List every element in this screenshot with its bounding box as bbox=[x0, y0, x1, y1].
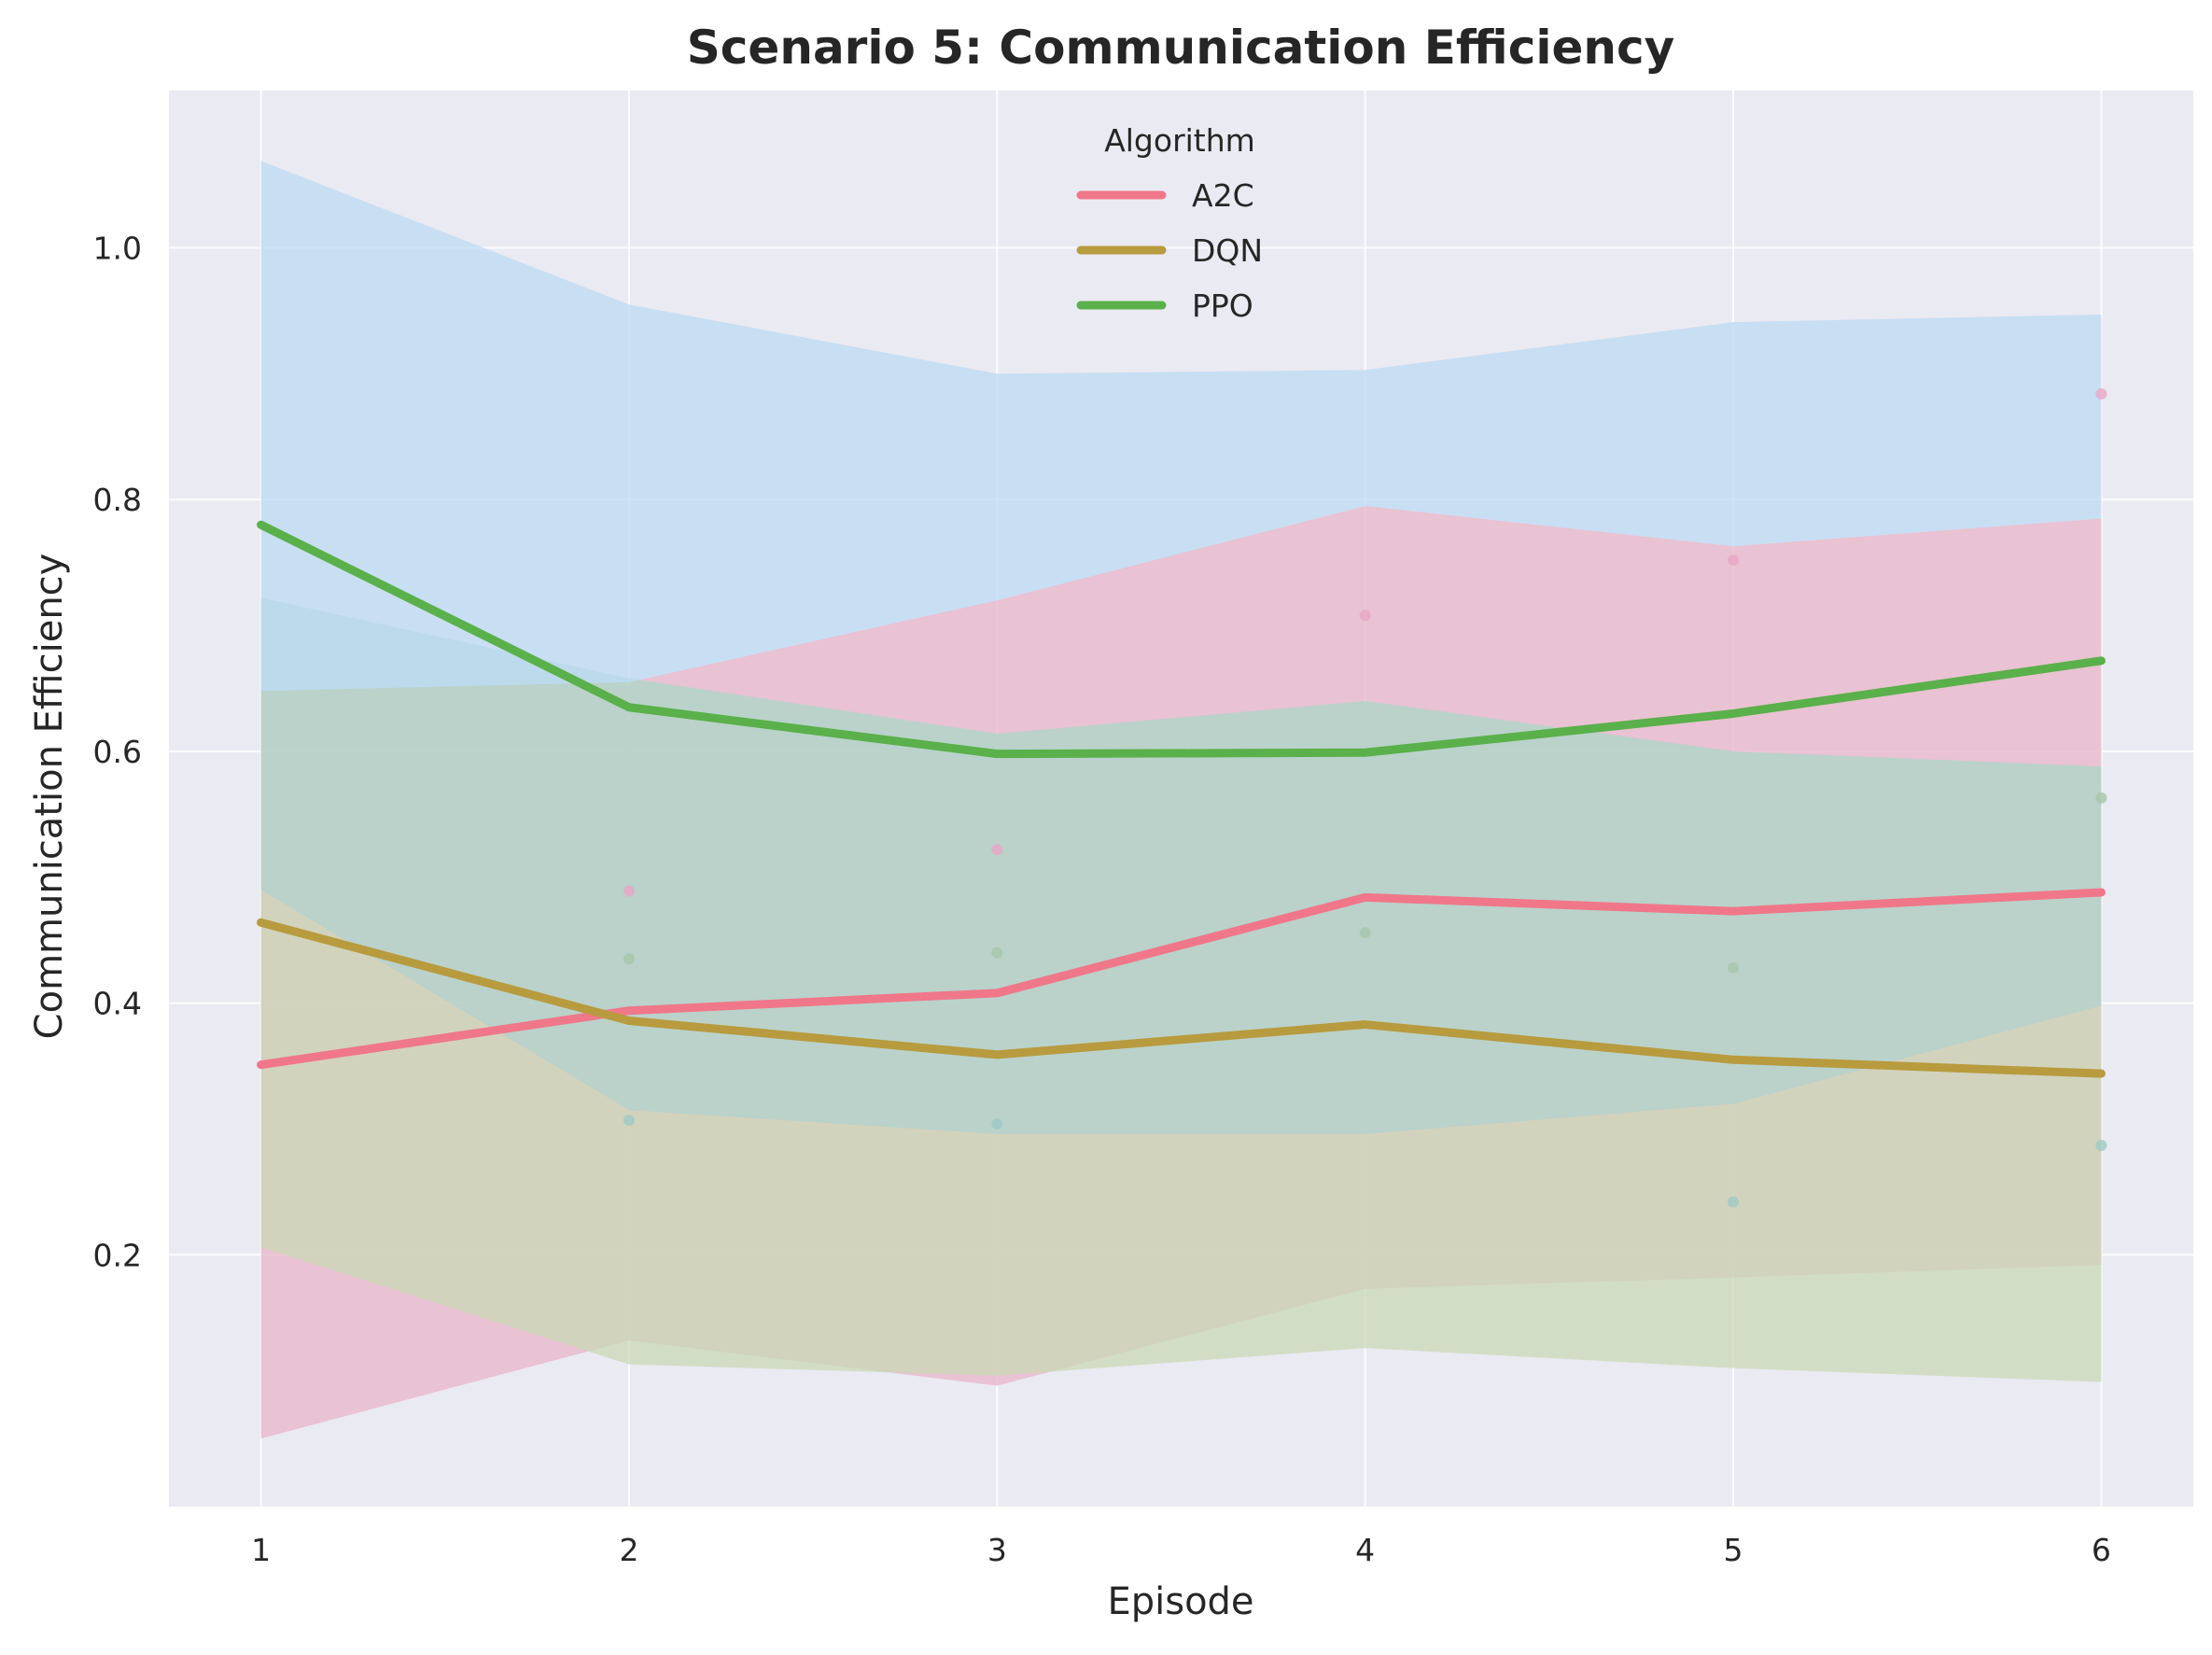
legend-label-ppo: PPO bbox=[1192, 288, 1253, 324]
data-point bbox=[623, 1115, 635, 1127]
y-tick-label: 0.4 bbox=[93, 986, 142, 1022]
x-tick-label: 4 bbox=[1355, 1532, 1375, 1568]
y-tick-label: 0.6 bbox=[93, 734, 142, 770]
data-point bbox=[2095, 387, 2107, 400]
legend-label-a2c: A2C bbox=[1192, 177, 1254, 214]
y-tick-label: 0.8 bbox=[93, 482, 142, 518]
confidence-bands bbox=[260, 161, 2102, 1439]
x-tick-label: 1 bbox=[251, 1532, 271, 1568]
confidence-band bbox=[260, 890, 2102, 1382]
data-point bbox=[1359, 610, 1371, 622]
series-line-ppo bbox=[257, 520, 2106, 759]
x-axis-ticks: 1 2 3 4 5 6 bbox=[251, 1532, 2111, 1568]
x-tick-label: 6 bbox=[2092, 1532, 2111, 1568]
data-point bbox=[2095, 792, 2107, 804]
legend: Algorithm A2C DQN PPO bbox=[1076, 122, 1263, 324]
legend-label-dqn: DQN bbox=[1192, 232, 1263, 269]
data-point bbox=[991, 947, 1003, 959]
data-point bbox=[2095, 1139, 2107, 1151]
confidence-band bbox=[260, 161, 2102, 692]
confidence-band bbox=[260, 597, 2102, 1134]
y-axis-ticks: 0.2 0.4 0.6 0.8 1.0 bbox=[93, 231, 142, 1274]
data-point bbox=[1728, 1196, 1740, 1208]
x-tick-label: 5 bbox=[1724, 1532, 1743, 1568]
x-tick-label: 3 bbox=[987, 1532, 1007, 1568]
data-point bbox=[1359, 927, 1371, 939]
data-point bbox=[991, 1118, 1003, 1130]
data-point bbox=[623, 953, 635, 965]
scatter-points bbox=[623, 387, 2107, 1208]
legend-title: Algorithm bbox=[1104, 122, 1255, 159]
data-point bbox=[623, 885, 635, 897]
x-axis-label: Episode bbox=[1107, 1580, 1253, 1623]
y-tick-label: 1.0 bbox=[93, 231, 142, 267]
data-point bbox=[1728, 961, 1740, 974]
chart-title: Scenario 5: Communication Efficiency bbox=[687, 21, 1674, 75]
series-lines bbox=[257, 520, 2106, 1078]
data-point bbox=[1728, 554, 1740, 566]
series-line-a2c bbox=[257, 888, 2106, 1070]
y-tick-label: 0.2 bbox=[93, 1237, 142, 1273]
y-axis-label: Communication Efficiency bbox=[28, 554, 71, 1040]
x-tick-label: 2 bbox=[619, 1532, 638, 1568]
data-point bbox=[991, 844, 1003, 856]
series-line-dqn bbox=[257, 918, 2106, 1078]
